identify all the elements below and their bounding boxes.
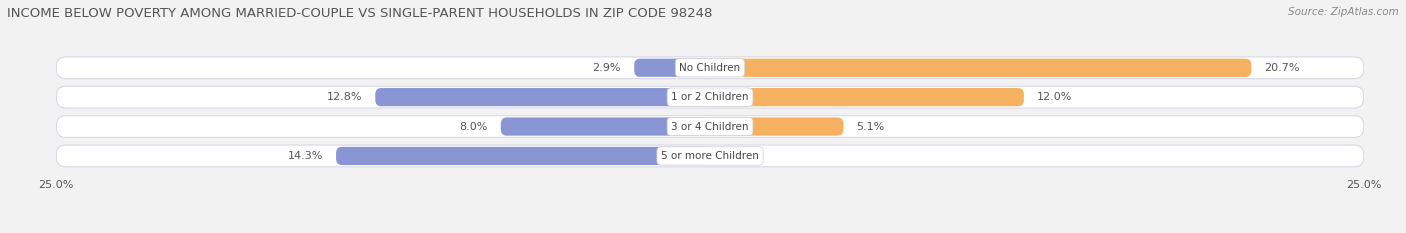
Text: 20.7%: 20.7% xyxy=(1264,63,1301,73)
FancyBboxPatch shape xyxy=(710,117,844,136)
FancyBboxPatch shape xyxy=(56,86,1364,108)
Text: 5 or more Children: 5 or more Children xyxy=(661,151,759,161)
FancyBboxPatch shape xyxy=(710,59,1251,77)
Text: 0.0%: 0.0% xyxy=(723,151,751,161)
Legend: Married Couples, Single Parents: Married Couples, Single Parents xyxy=(591,230,830,233)
FancyBboxPatch shape xyxy=(56,145,1364,167)
Text: 12.8%: 12.8% xyxy=(326,92,363,102)
FancyBboxPatch shape xyxy=(710,88,1024,106)
Text: 8.0%: 8.0% xyxy=(460,122,488,132)
Text: 5.1%: 5.1% xyxy=(856,122,884,132)
Text: 12.0%: 12.0% xyxy=(1038,92,1073,102)
Text: 14.3%: 14.3% xyxy=(288,151,323,161)
FancyBboxPatch shape xyxy=(634,59,710,77)
FancyBboxPatch shape xyxy=(336,147,710,165)
FancyBboxPatch shape xyxy=(56,116,1364,137)
Text: INCOME BELOW POVERTY AMONG MARRIED-COUPLE VS SINGLE-PARENT HOUSEHOLDS IN ZIP COD: INCOME BELOW POVERTY AMONG MARRIED-COUPL… xyxy=(7,7,713,20)
Text: Source: ZipAtlas.com: Source: ZipAtlas.com xyxy=(1288,7,1399,17)
Text: 3 or 4 Children: 3 or 4 Children xyxy=(671,122,749,132)
Text: 1 or 2 Children: 1 or 2 Children xyxy=(671,92,749,102)
Text: 2.9%: 2.9% xyxy=(592,63,621,73)
FancyBboxPatch shape xyxy=(501,117,710,136)
FancyBboxPatch shape xyxy=(56,57,1364,79)
Text: No Children: No Children xyxy=(679,63,741,73)
FancyBboxPatch shape xyxy=(375,88,710,106)
